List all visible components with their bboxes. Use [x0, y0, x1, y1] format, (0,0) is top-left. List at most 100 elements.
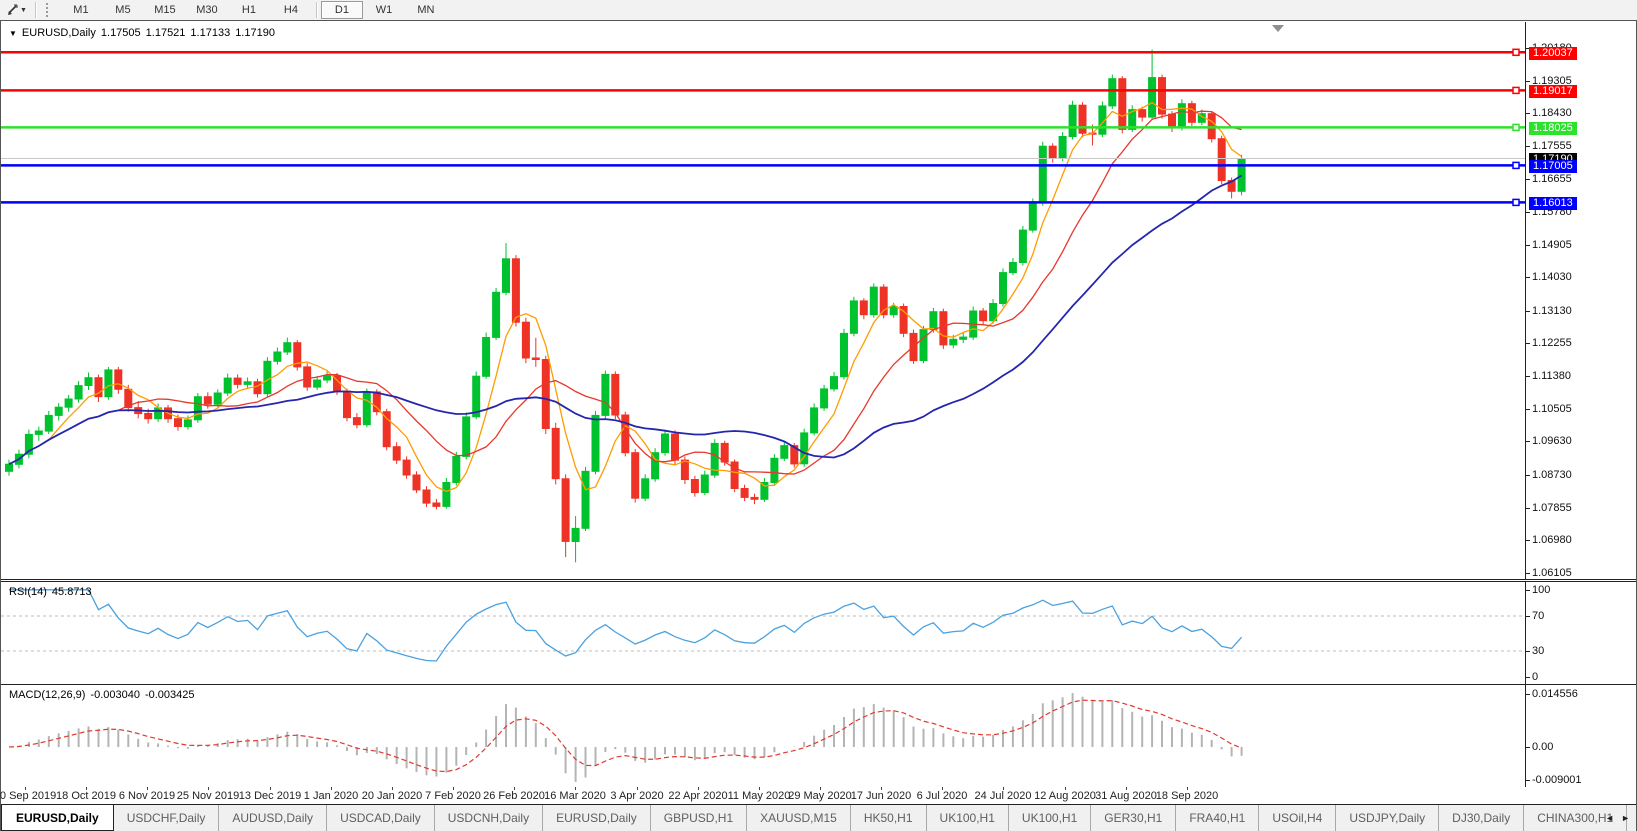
pointer-tool-glyph: [7, 4, 17, 15]
chart-tabs: EURUSD,Daily USDCHF,Daily AUDUSD,Daily USDC…: [1, 804, 1637, 831]
price-tick-label: 1.19305: [1532, 75, 1572, 87]
chart-tab-uk100-h1[interactable]: UK100,H1: [1009, 805, 1092, 831]
chart-tab-dj30-daily[interactable]: DJ30,Daily: [1439, 805, 1525, 831]
level-price-badge: 1.20037: [1529, 47, 1577, 60]
quote-close: 1.17190: [235, 27, 275, 39]
date-tick-mark: [942, 787, 943, 790]
date-tick-mark: [698, 787, 699, 790]
price-tick-label: 1.08730: [1532, 469, 1572, 481]
rsi-value: 45.8713: [51, 586, 92, 598]
timeframe-button-m15[interactable]: M15: [154, 4, 176, 16]
date-tick-mark: [759, 787, 760, 790]
chart-tab-hk50-h1[interactable]: HK50,H1: [851, 805, 927, 831]
price-tick-label: 1.12255: [1532, 337, 1572, 349]
chart-tab-xauusd-m15[interactable]: XAUUSD,M15: [747, 805, 851, 831]
timeframe-button-mn[interactable]: MN: [417, 4, 435, 16]
chart-symbol: EURUSD,Daily: [21, 27, 96, 39]
date-label: 6 Nov 2019: [118, 790, 176, 802]
quote-open: 1.17505: [100, 27, 141, 39]
price-tick-label: 1.18430: [1532, 107, 1572, 119]
date-tick-mark: [1187, 787, 1188, 790]
chart-tab-ger30-h1[interactable]: GER30,H1: [1091, 805, 1177, 831]
timeframe-button-m30[interactable]: M30: [196, 4, 218, 16]
date-label: 20 Jan 2020: [361, 790, 423, 802]
price-tick-label: 1.07855: [1532, 502, 1572, 514]
date-tick-mark: [331, 787, 332, 790]
rsi-tick-label: 100: [1532, 584, 1551, 596]
date-tick-mark: [270, 787, 271, 790]
timeframe-button-h1[interactable]: H1: [241, 4, 256, 16]
macd-indicator-panel: MACD(12,26,9) -0.003040 -0.003425 0.014556…: [1, 684, 1636, 789]
date-tick-mark: [514, 787, 515, 790]
chart-tab-china300-h1[interactable]: CHINA300,H1: [1524, 805, 1628, 831]
price-tick-mark: [1526, 277, 1530, 278]
main-chart-canvas[interactable]: [1, 22, 1526, 578]
title-expand-icon[interactable]: ▼: [9, 29, 17, 38]
date-tick-mark: [820, 787, 821, 790]
timeframe-button-m5[interactable]: M5: [115, 4, 131, 16]
timeframes-toolbar: ▼ M1 M5 M15 M30 H1 H4 D1 W1 MN: [0, 0, 1637, 21]
macd-canvas[interactable]: [1, 686, 1526, 787]
price-tick-mark: [1526, 81, 1530, 82]
rsi-tick-label: 30: [1532, 645, 1545, 657]
chart-tab-usdcad-daily[interactable]: USDCAD,Daily: [327, 805, 435, 831]
price-tick-mark: [1526, 48, 1530, 49]
chart-tab-usdcnh-daily[interactable]: USDCNH,Daily: [435, 805, 544, 831]
toolbar-grip-handle[interactable]: [45, 3, 52, 17]
level-price-badge: 1.18025: [1529, 122, 1577, 135]
level-price-badge: 1.16013: [1529, 197, 1577, 210]
timeframe-button-h4[interactable]: H4: [283, 4, 298, 16]
price-tick-mark: [1526, 113, 1530, 114]
price-tick-label: 1.09630: [1532, 435, 1572, 447]
chart-tab-usdchf-daily[interactable]: USDCHF,Daily: [114, 805, 220, 831]
date-tick-mark: [453, 787, 454, 790]
macd-tick-label: -0.009001: [1532, 774, 1582, 786]
macd-main-value: -0.003040: [90, 689, 140, 701]
level-price-badge: 1.19017: [1529, 85, 1577, 98]
level-price-badge: 1.17005: [1529, 160, 1577, 173]
date-label: 25 Nov 2019: [176, 790, 240, 802]
date-label: 12 Aug 2020: [1034, 790, 1096, 802]
chart-tab-usdjpy-daily[interactable]: USDJPY,Daily: [1336, 805, 1440, 831]
price-tick-mark: [1526, 146, 1530, 147]
price-tick-mark: [1526, 508, 1530, 509]
macd-signal-value: -0.003425: [144, 689, 195, 701]
date-label: 29 May 2020: [788, 790, 852, 802]
chart-title: ▼ EURUSD,Daily 1.17505 1.17521 1.17133 1.1719…: [9, 27, 275, 39]
price-tick-label: 1.06980: [1532, 534, 1572, 546]
chart-shift-marker[interactable]: [1272, 25, 1284, 32]
date-label: 30 Sep 2019: [0, 790, 57, 802]
macd-name: MACD(12,26,9): [9, 689, 86, 701]
price-tick-label: 1.10505: [1532, 403, 1572, 415]
tabs-scroll-right-icon[interactable]: ►: [1621, 813, 1630, 823]
price-tick-mark: [1526, 376, 1530, 377]
chart-tab-fra40-h1[interactable]: FRA40,H1: [1176, 805, 1260, 831]
pointer-tool-icon[interactable]: [3, 2, 19, 18]
price-tick-mark: [1526, 441, 1530, 442]
rsi-indicator-panel: RSI(14) 45.8713 100 70 30 0: [1, 581, 1636, 685]
rsi-canvas[interactable]: [1, 583, 1526, 683]
timeframe-button-m1[interactable]: M1: [73, 4, 89, 16]
timeframe-button-w1[interactable]: W1: [375, 4, 393, 16]
rsi-tick-mark: [1526, 677, 1530, 678]
chart-tab-uk100-h1[interactable]: UK100,H1: [927, 805, 1009, 831]
macd-tick-label: 0.014556: [1532, 688, 1578, 700]
chart-tab-gbpusd-h1[interactable]: GBPUSD,H1: [651, 805, 748, 831]
date-tick-mark: [208, 787, 209, 790]
tabs-scroll-left-icon[interactable]: ◄: [1605, 813, 1615, 823]
macd-tick-mark: [1526, 694, 1530, 695]
timeframe-button-d1[interactable]: D1: [320, 1, 363, 19]
macd-tick-mark: [1526, 747, 1530, 748]
price-tick-mark: [1526, 573, 1530, 574]
date-label: 3 Apr 2020: [610, 790, 664, 802]
chart-tab-audusd-daily[interactable]: AUDUSD,Daily: [219, 805, 328, 831]
toolbar-separator-2: [315, 2, 317, 18]
chart-tab-usoil-h4[interactable]: USOil,H4: [1259, 805, 1337, 831]
macd-tick-mark: [1526, 780, 1530, 781]
dropdown-caret-icon[interactable]: ▼: [20, 6, 27, 14]
chart-tab-eurusd-daily[interactable]: EURUSD,Daily: [543, 805, 651, 831]
date-tick-mark: [637, 787, 638, 790]
chart-tab-eurusd-daily[interactable]: EURUSD,Daily: [1, 804, 114, 831]
rsi-axis-border: [1525, 582, 1526, 684]
